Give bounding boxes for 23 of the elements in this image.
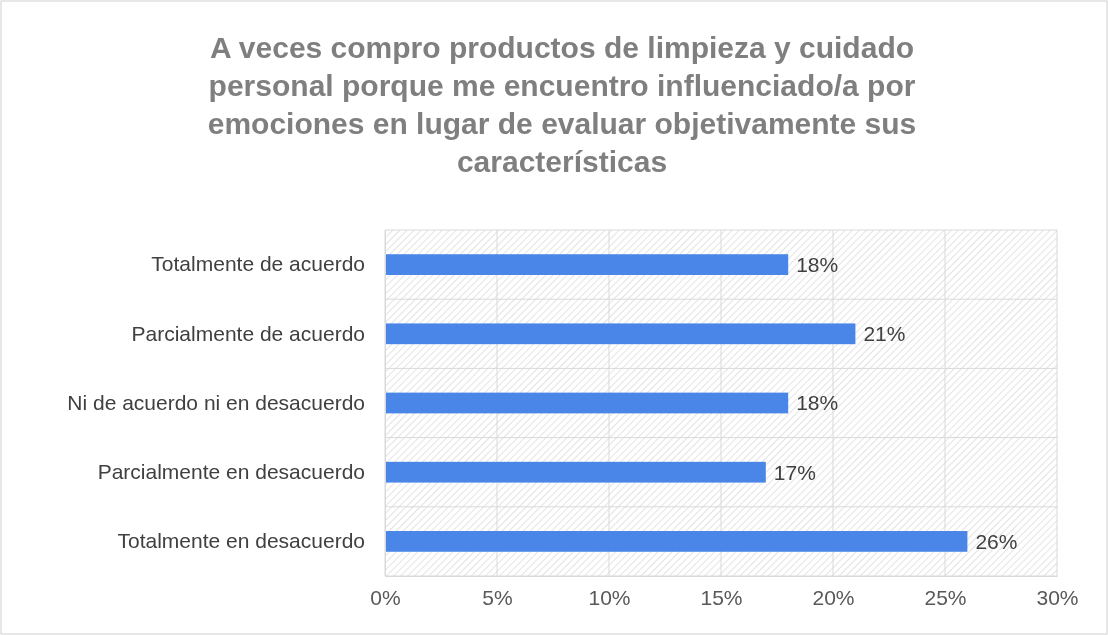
x-tick-label: 30%: [1036, 585, 1079, 609]
y-tick-label: Totalmente de acuerdo: [151, 252, 365, 276]
bar: [385, 254, 789, 275]
bar: [385, 461, 766, 483]
bar: [385, 392, 789, 414]
x-tick-label: 25%: [924, 585, 967, 609]
y-tick-label: Parcialmente en desacuerdo: [97, 459, 365, 483]
x-tick-label: 15%: [700, 585, 743, 609]
data-label: 17%: [773, 460, 816, 484]
y-tick-label: Totalmente en desacuerdo: [117, 529, 365, 553]
bar: [385, 531, 968, 552]
x-tick-label: 0%: [370, 585, 401, 609]
data-label: 18%: [796, 391, 839, 415]
x-tick-label: 10%: [588, 585, 631, 609]
data-label: 18%: [796, 252, 839, 276]
y-tick-label: Parcialmente de acuerdo: [131, 321, 365, 345]
x-tick-label: 5%: [482, 585, 513, 609]
x-tick-label: 20%: [812, 585, 855, 609]
chart-title: A veces compro productos de limpieza y cuidado personal porque me encuentro influenciado/a por emociones en lugar de evaluar objetivamente sus características: [207, 31, 917, 178]
data-label: 21%: [863, 322, 906, 346]
data-label: 26%: [975, 529, 1018, 553]
bar: [385, 323, 856, 345]
y-tick-label: Ni de acuerdo ni en desacuerdo: [67, 390, 365, 414]
